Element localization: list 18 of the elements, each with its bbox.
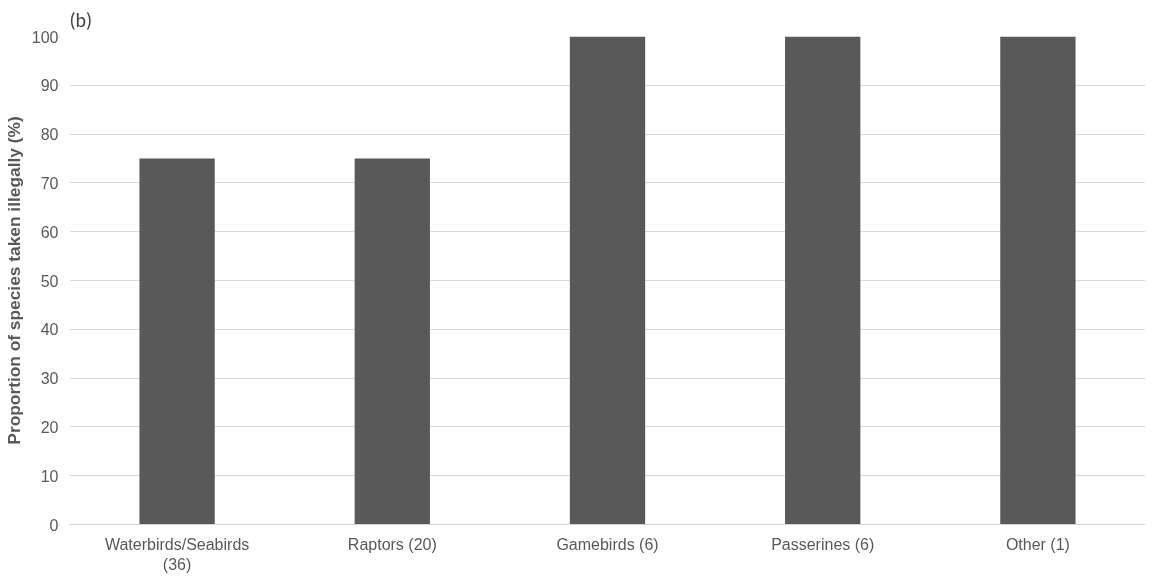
y-tick-label: 30 — [40, 370, 59, 388]
y-axis-title: Proportion of species taken illegally (%) — [3, 116, 24, 445]
y-tick-label: 0 — [49, 516, 59, 534]
y-tick-label: 10 — [40, 467, 59, 485]
y-tick-label: 90 — [40, 77, 59, 95]
x-tick-label: Passerines (6) — [771, 535, 875, 553]
x-tick-label: Raptors (20) — [347, 535, 437, 553]
x-tick-label: Waterbirds/Seabirds (36) — [104, 535, 250, 573]
y-tick-label: 70 — [40, 174, 59, 192]
chart-title: (b) — [69, 7, 93, 32]
x-tick-label: Gamebirds (6) — [556, 535, 659, 553]
y-tick-label: 60 — [40, 223, 59, 241]
y-tick-label: 20 — [40, 418, 59, 436]
y-tick-label: 40 — [40, 321, 59, 339]
y-tick-label: 100 — [31, 28, 59, 46]
y-tick-label: 50 — [40, 272, 59, 290]
x-tick-label: Other (1) — [1005, 535, 1070, 553]
y-tick-label: 80 — [40, 126, 59, 144]
